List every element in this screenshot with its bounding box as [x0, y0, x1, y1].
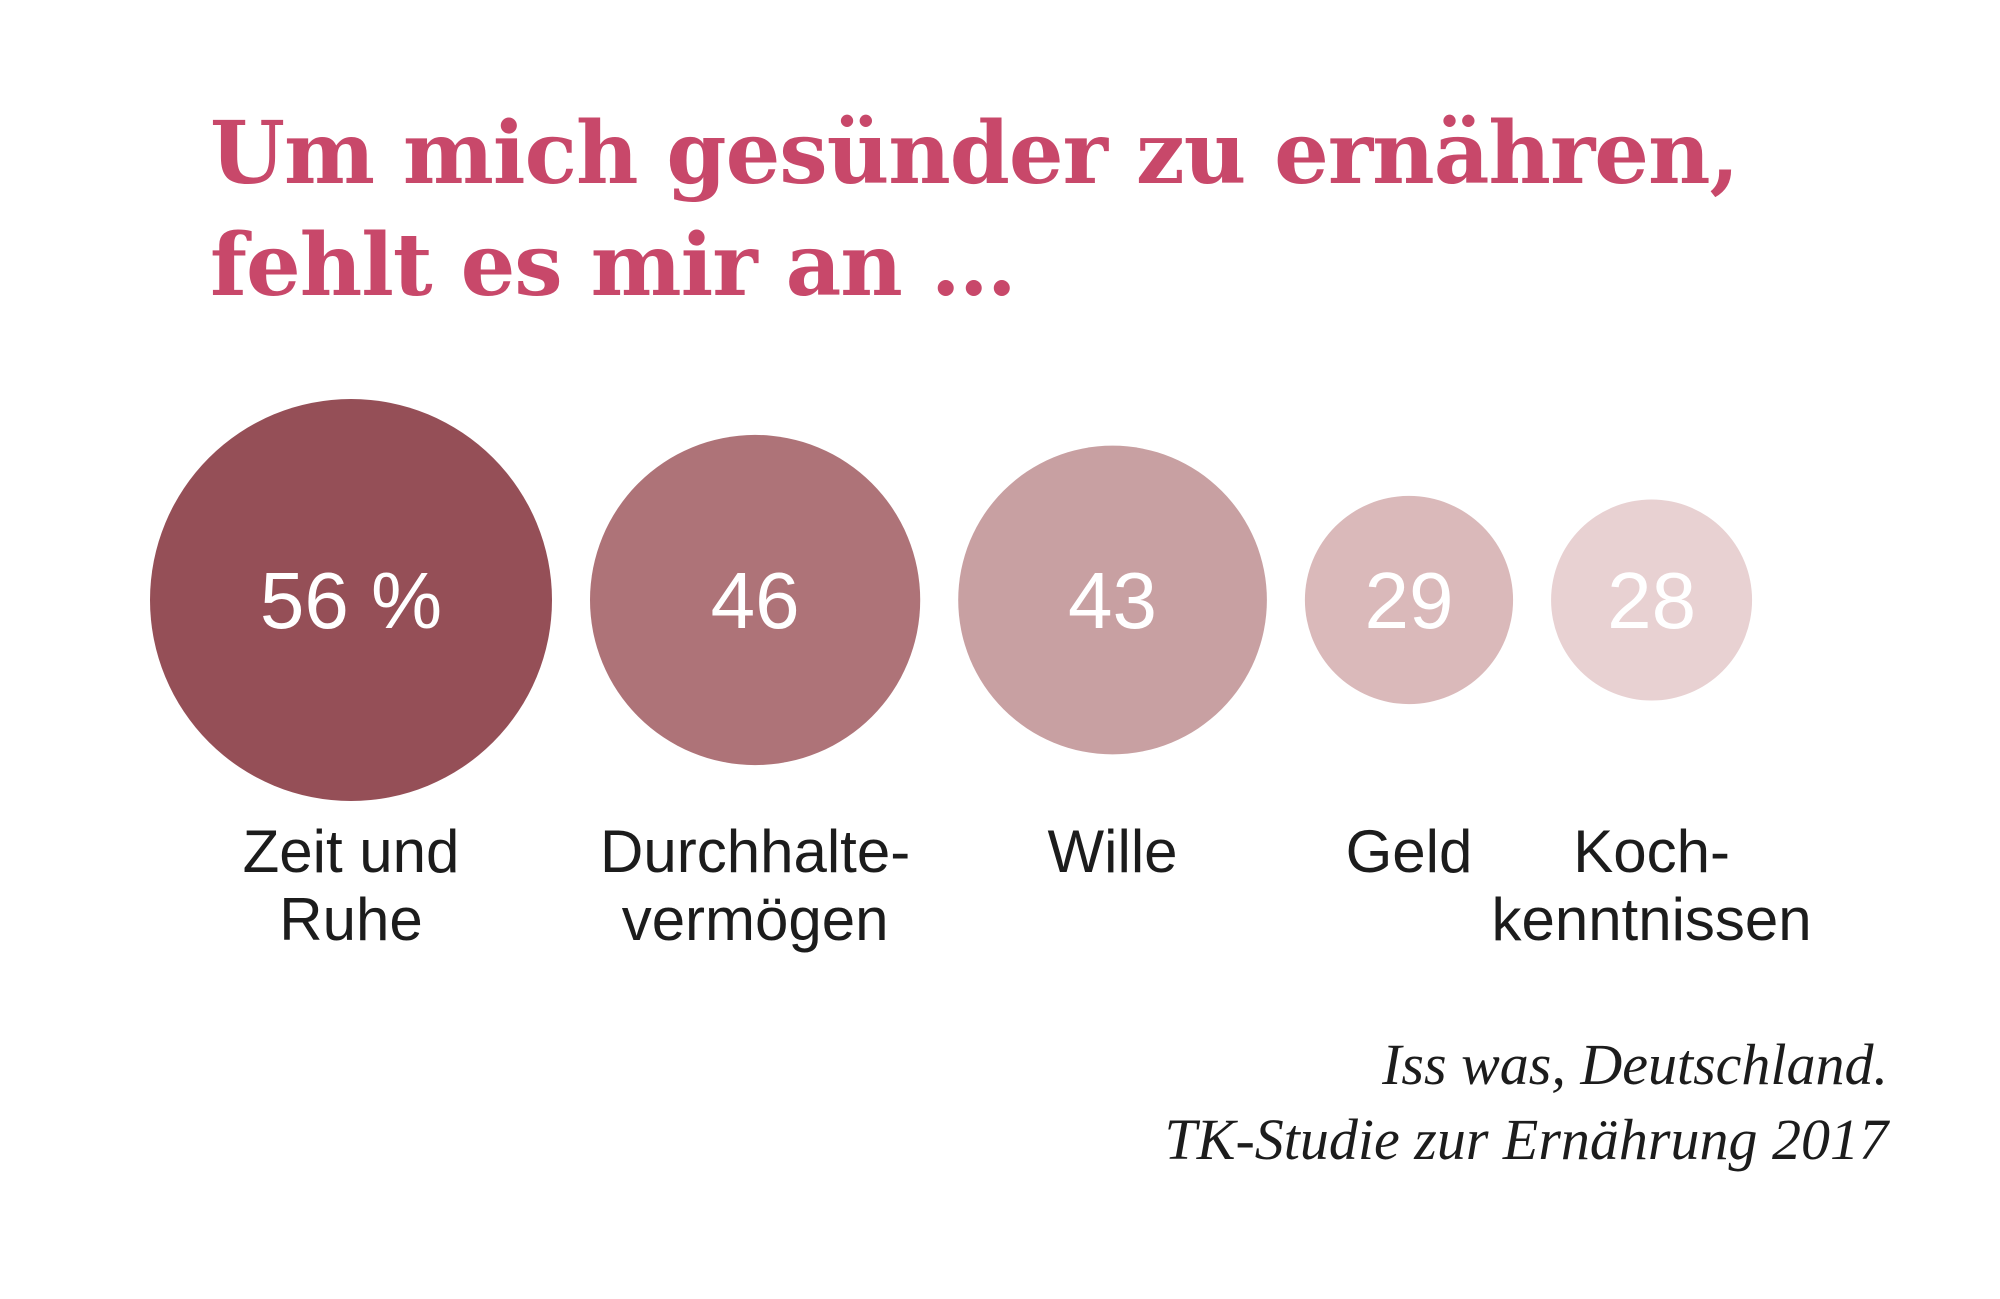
bubble-label-2: Durchhalte-vermögen — [600, 818, 910, 953]
bubble-5 — [1551, 499, 1753, 701]
chart-title-line-1: Um mich gesünder zu ernähren, — [210, 103, 1739, 204]
bubble-label-3: Wille — [1048, 818, 1178, 885]
bubble-group: 56 % Zeit und Ruhe 46 Durchhalte-vermögen 43 W… — [150, 399, 1812, 953]
source-note: Iss was, Deutschland. TK-Studie zur Ernä… — [1165, 1027, 1888, 1177]
bubble-label-4: Geld — [1346, 818, 1473, 885]
bubble-value-5: 28 — [1607, 556, 1696, 645]
bubble-value-2: 46 — [711, 556, 800, 645]
bubble-label-5: Koch-kenntnissen — [1491, 818, 1811, 953]
source-line-2: TK-Studie zur Ernährung 2017 — [1164, 1107, 1888, 1172]
chart-title: Um mich gesünder zu ernähren, fehlt es m… — [210, 98, 1739, 322]
bubble-value-1: 56 % — [260, 556, 442, 645]
bubble-value-3: 43 — [1068, 556, 1157, 645]
bubble-label-1: Zeit und Ruhe — [243, 818, 460, 953]
bubble-3 — [958, 445, 1267, 755]
bubble-value-4: 29 — [1364, 556, 1453, 645]
chart-title-line-2: fehlt es mir an … — [210, 215, 1017, 316]
bubble-1 — [150, 399, 552, 801]
source-line-1: Iss was, Deutschland. — [1382, 1032, 1888, 1097]
bubble-2 — [590, 434, 921, 766]
bubble-4 — [1304, 495, 1514, 705]
